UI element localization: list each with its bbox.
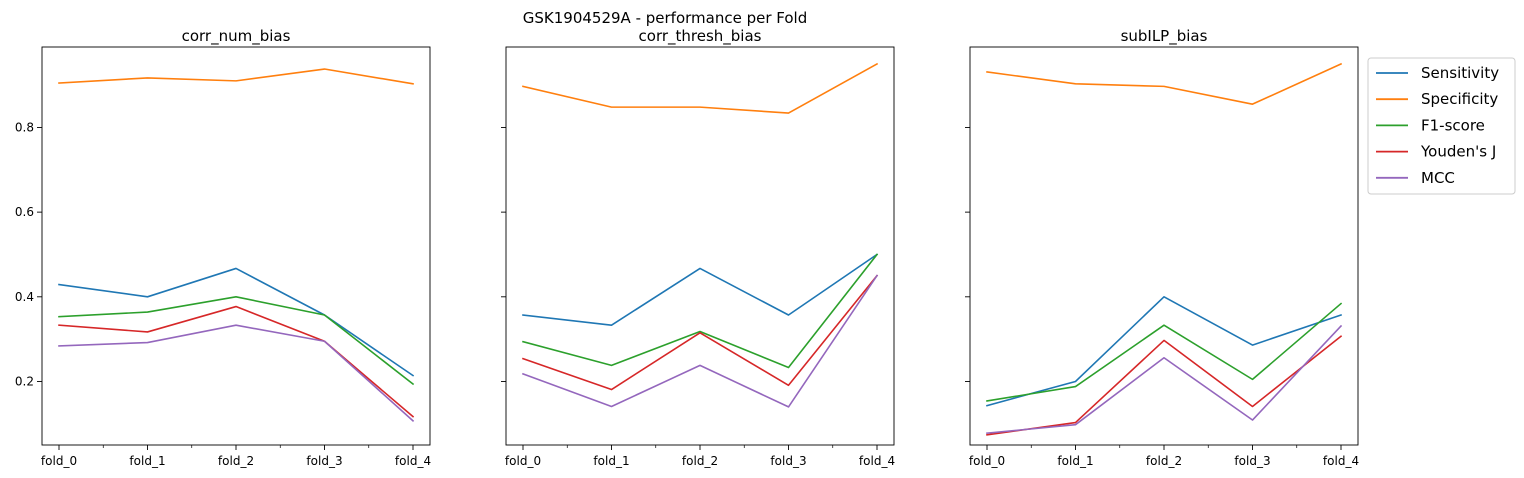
x-tick-label: fold_3 bbox=[1234, 454, 1270, 468]
y-tick-label: 0.4 bbox=[15, 290, 34, 304]
y-tick-label: 0.2 bbox=[15, 374, 34, 388]
axes-frame bbox=[41, 46, 431, 446]
legend-item: MCC bbox=[1376, 169, 1455, 187]
series-line-youden-s-j bbox=[58, 305, 415, 418]
legend-label: Specificity bbox=[1421, 90, 1498, 108]
series-line-f1-score bbox=[522, 253, 879, 369]
y-tick-label: 0.6 bbox=[15, 205, 34, 219]
figure-suptitle: GSK1904529A - performance per Fold bbox=[523, 9, 807, 27]
series-line-specificity bbox=[986, 62, 1343, 105]
subplot-title: subILP_bias bbox=[1121, 27, 1208, 46]
subplot-corr_thresh_bias: corr_thresh_bias fold_0 fold_1 fold_2 fold_3… bbox=[501, 27, 895, 468]
panels-group: corr_num_bias fold_0 fold_1 fold_2 fold_3 fol… bbox=[15, 27, 1359, 468]
series-line-sensitivity bbox=[986, 296, 1343, 407]
legend-label: Youden's J bbox=[1420, 143, 1496, 161]
x-tick-label: fold_1 bbox=[129, 454, 165, 468]
legend-item: Youden's J bbox=[1376, 143, 1496, 161]
subplot-title: corr_num_bias bbox=[182, 27, 291, 46]
x-tick-label: fold_3 bbox=[770, 454, 806, 468]
x-tick-label: fold_2 bbox=[1146, 454, 1182, 468]
x-tick-label: fold_0 bbox=[505, 454, 541, 468]
series-line-specificity bbox=[522, 62, 879, 114]
legend-label: F1-score bbox=[1421, 116, 1485, 134]
x-tick-label: fold_0 bbox=[969, 454, 1005, 468]
x-tick-label: fold_1 bbox=[593, 454, 629, 468]
x-tick-label: fold_2 bbox=[682, 454, 718, 468]
x-tick-label: fold_4 bbox=[1323, 454, 1359, 468]
series-line-youden-s-j bbox=[986, 335, 1343, 436]
axes-frame bbox=[969, 46, 1359, 446]
legend-item: F1-score bbox=[1376, 116, 1485, 134]
subplot-title: corr_thresh_bias bbox=[639, 27, 762, 46]
series-line-youden-s-j bbox=[521, 274, 879, 391]
legend: Sensitivity Specificity F1-score Youden's J… bbox=[1367, 57, 1516, 195]
legend-box bbox=[1367, 57, 1516, 195]
x-tick-label: fold_4 bbox=[395, 454, 431, 468]
legend-label: Sensitivity bbox=[1421, 64, 1499, 82]
subplot-subILP_bias: subILP_bias fold_0 fold_1 fold_2 fold_3 fold_… bbox=[965, 27, 1359, 468]
series-line-mcc bbox=[521, 274, 879, 408]
series-line-mcc bbox=[986, 324, 1343, 435]
x-tick-label: fold_4 bbox=[859, 454, 895, 468]
legend-item: Sensitivity bbox=[1376, 64, 1499, 82]
y-tick-label: 0.8 bbox=[15, 120, 34, 134]
series-line-specificity bbox=[58, 68, 414, 85]
x-tick-label: fold_2 bbox=[218, 454, 254, 468]
series-line-sensitivity bbox=[58, 267, 415, 377]
legend-label: MCC bbox=[1421, 169, 1455, 187]
series-line-mcc bbox=[58, 324, 415, 422]
x-tick-label: fold_3 bbox=[306, 454, 342, 468]
series-line-f1-score bbox=[986, 302, 1343, 402]
legend-item: Specificity bbox=[1376, 90, 1498, 108]
series-line-f1-score bbox=[58, 296, 415, 386]
series-line-sensitivity bbox=[522, 253, 879, 326]
x-tick-label: fold_1 bbox=[1057, 454, 1093, 468]
x-tick-label: fold_0 bbox=[41, 454, 77, 468]
subplot-corr_num_bias: corr_num_bias fold_0 fold_1 fold_2 fold_3 fol… bbox=[15, 27, 431, 468]
